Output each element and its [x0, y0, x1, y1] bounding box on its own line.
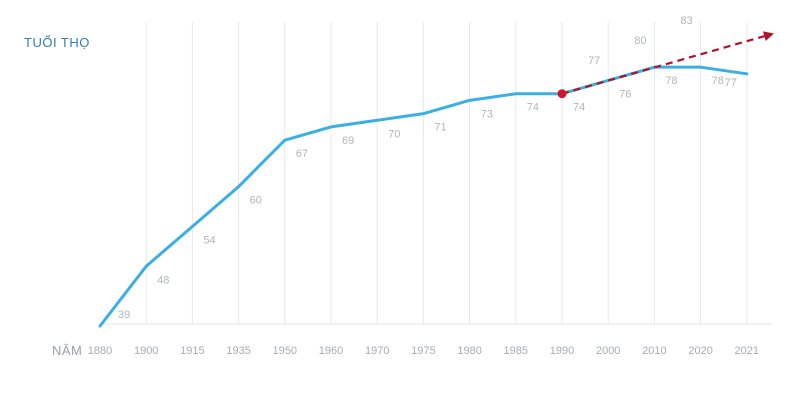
data-label-2000: 76	[619, 88, 631, 100]
data-label-1950: 67	[296, 148, 308, 160]
x-tick-1880: 1880	[88, 345, 112, 357]
x-tick-2010: 2010	[642, 345, 666, 357]
x-tick-2021: 2021	[735, 345, 759, 357]
data-label-1935: 60	[250, 195, 262, 207]
x-tick-1935: 1935	[226, 345, 250, 357]
projection-label-2010: 80	[634, 35, 646, 47]
projection-line	[561, 31, 774, 95]
x-axis-label: NĂM	[52, 343, 82, 358]
data-label-1980: 73	[481, 108, 493, 120]
data-label-1970: 70	[388, 128, 400, 140]
x-tick-1990: 1990	[550, 345, 574, 357]
x-tick-1975: 1975	[411, 345, 435, 357]
data-label-1990: 74	[573, 102, 585, 114]
x-tick-2020: 2020	[688, 345, 712, 357]
data-label-2021: 77	[725, 77, 737, 89]
x-tick-labels: 1880 1900 1915 1935 1950 1960 1970 1975 1980 1985…	[88, 345, 759, 357]
x-tick-1960: 1960	[319, 345, 343, 357]
x-tick-1900: 1900	[134, 345, 158, 357]
y-axis-label: TUỔI THỌ	[24, 35, 90, 50]
data-label-2020: 78	[712, 75, 724, 87]
data-label-1900: 48	[157, 274, 169, 286]
data-label-2010: 78	[665, 75, 677, 87]
data-label-1975: 71	[434, 122, 446, 134]
x-tick-1980: 1980	[457, 345, 481, 357]
projection-label-2000: 77	[588, 55, 600, 67]
data-label-1915: 54	[203, 234, 215, 246]
data-label-1880: 39	[118, 309, 130, 321]
projection-label-2020: 83	[680, 15, 692, 27]
x-tick-1985: 1985	[504, 345, 528, 357]
actual-line	[98, 65, 749, 328]
data-label-1960: 69	[342, 135, 354, 147]
x-tick-1970: 1970	[365, 345, 389, 357]
x-tick-1915: 1915	[180, 345, 204, 357]
x-tick-2000: 2000	[596, 345, 620, 357]
highlight-point-1990	[557, 89, 567, 99]
x-tick-1950: 1950	[273, 345, 297, 357]
grid-lines	[145, 22, 748, 324]
data-label-1985: 74	[527, 102, 539, 114]
series-layer	[98, 31, 774, 328]
